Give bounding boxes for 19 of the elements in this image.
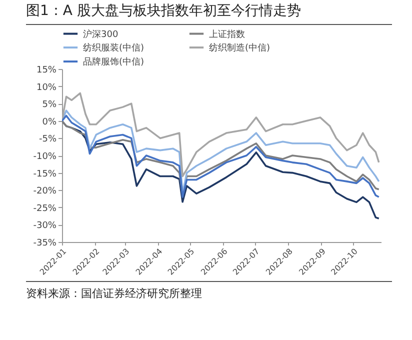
line-series (62, 92, 380, 178)
text: 资料来源：国信证券经济研究所整理 (26, 281, 392, 301)
legend-label: 沪深300 (83, 28, 118, 40)
y-tick-label: -10% (33, 152, 57, 162)
chart-title: 图1：A 股大盘与板块指数年初至今行情走势 (26, 2, 392, 25)
legend-label: 纺织制造(中信) (209, 42, 270, 54)
y-tick-label: -5% (38, 134, 57, 145)
y-tick-label: 5% (42, 100, 57, 110)
y-tick-label: 10% (36, 82, 57, 93)
y-tick-label: -25% (33, 204, 57, 214)
y-tick-label: -15% (33, 169, 57, 180)
y-tick-label: -20% (33, 186, 57, 197)
y-tick-label: 15% (36, 66, 57, 76)
y-tick-label: 0% (42, 117, 57, 128)
legend-label: 品牌服饰(中信) (83, 56, 144, 68)
legend-label: 上证指数 (209, 28, 245, 40)
y-tick-label: -35% (33, 238, 57, 248)
legend-label: 纺织服装(中信) (83, 42, 144, 54)
y-tick-label: -30% (33, 221, 57, 232)
